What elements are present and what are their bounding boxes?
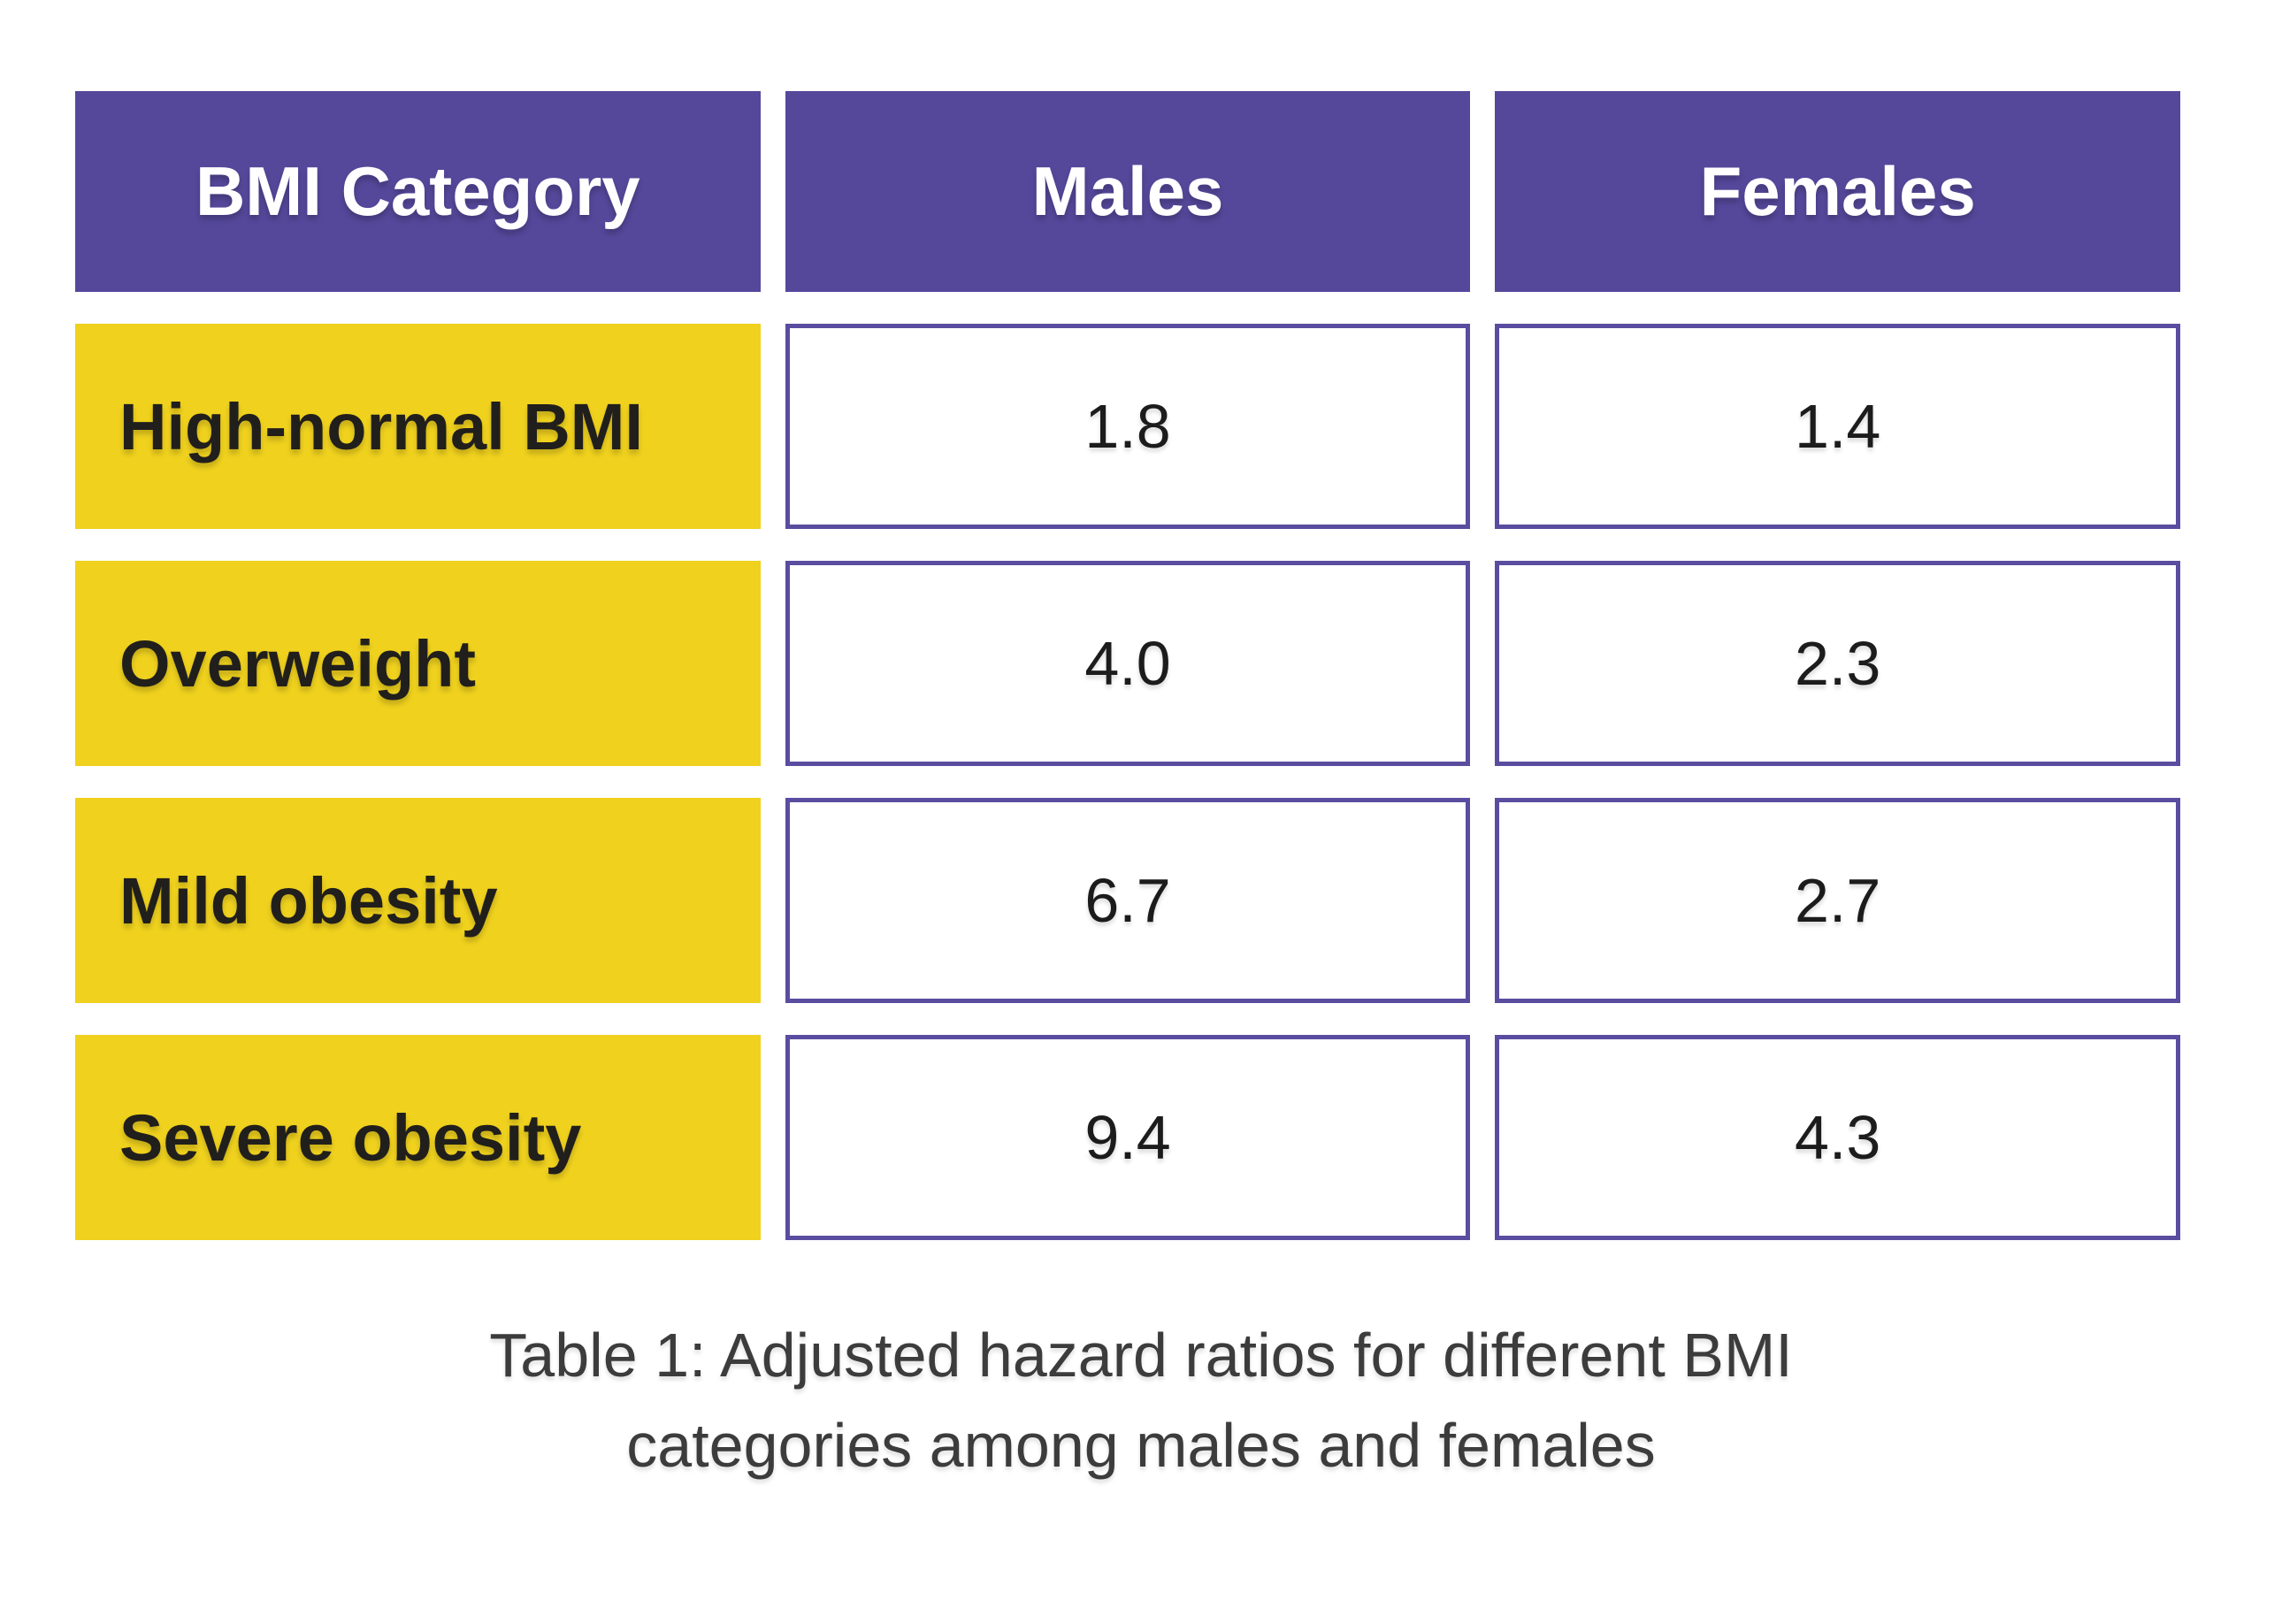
row-label-cell: High-normal BMI [75,324,761,529]
females-value-cell: 1.4 [1495,324,2180,529]
bmi-hazard-table: BMI Category Males Females High-normal B… [75,91,2180,1240]
header-cell-bmi-category: BMI Category [75,91,761,292]
table-caption-line-2: categories among males and females [626,1410,1656,1480]
row-label-cell: Overweight [75,561,761,766]
header-cell-males: Males [785,91,1471,292]
males-value-cell: 1.8 [785,324,1471,529]
males-value-cell: 4.0 [785,561,1471,766]
table-caption: Table 1: Adjusted hazard ratios for diff… [0,1311,2282,1490]
table-caption-line-1: Table 1: Adjusted hazard ratios for diff… [489,1321,1793,1390]
header-cell-females: Females [1495,91,2180,292]
females-value-cell: 2.3 [1495,561,2180,766]
row-label-cell: Mild obesity [75,798,761,1003]
males-value-cell: 6.7 [785,798,1471,1003]
males-value-cell: 9.4 [785,1035,1471,1240]
row-label-cell: Severe obesity [75,1035,761,1240]
females-value-cell: 2.7 [1495,798,2180,1003]
females-value-cell: 4.3 [1495,1035,2180,1240]
